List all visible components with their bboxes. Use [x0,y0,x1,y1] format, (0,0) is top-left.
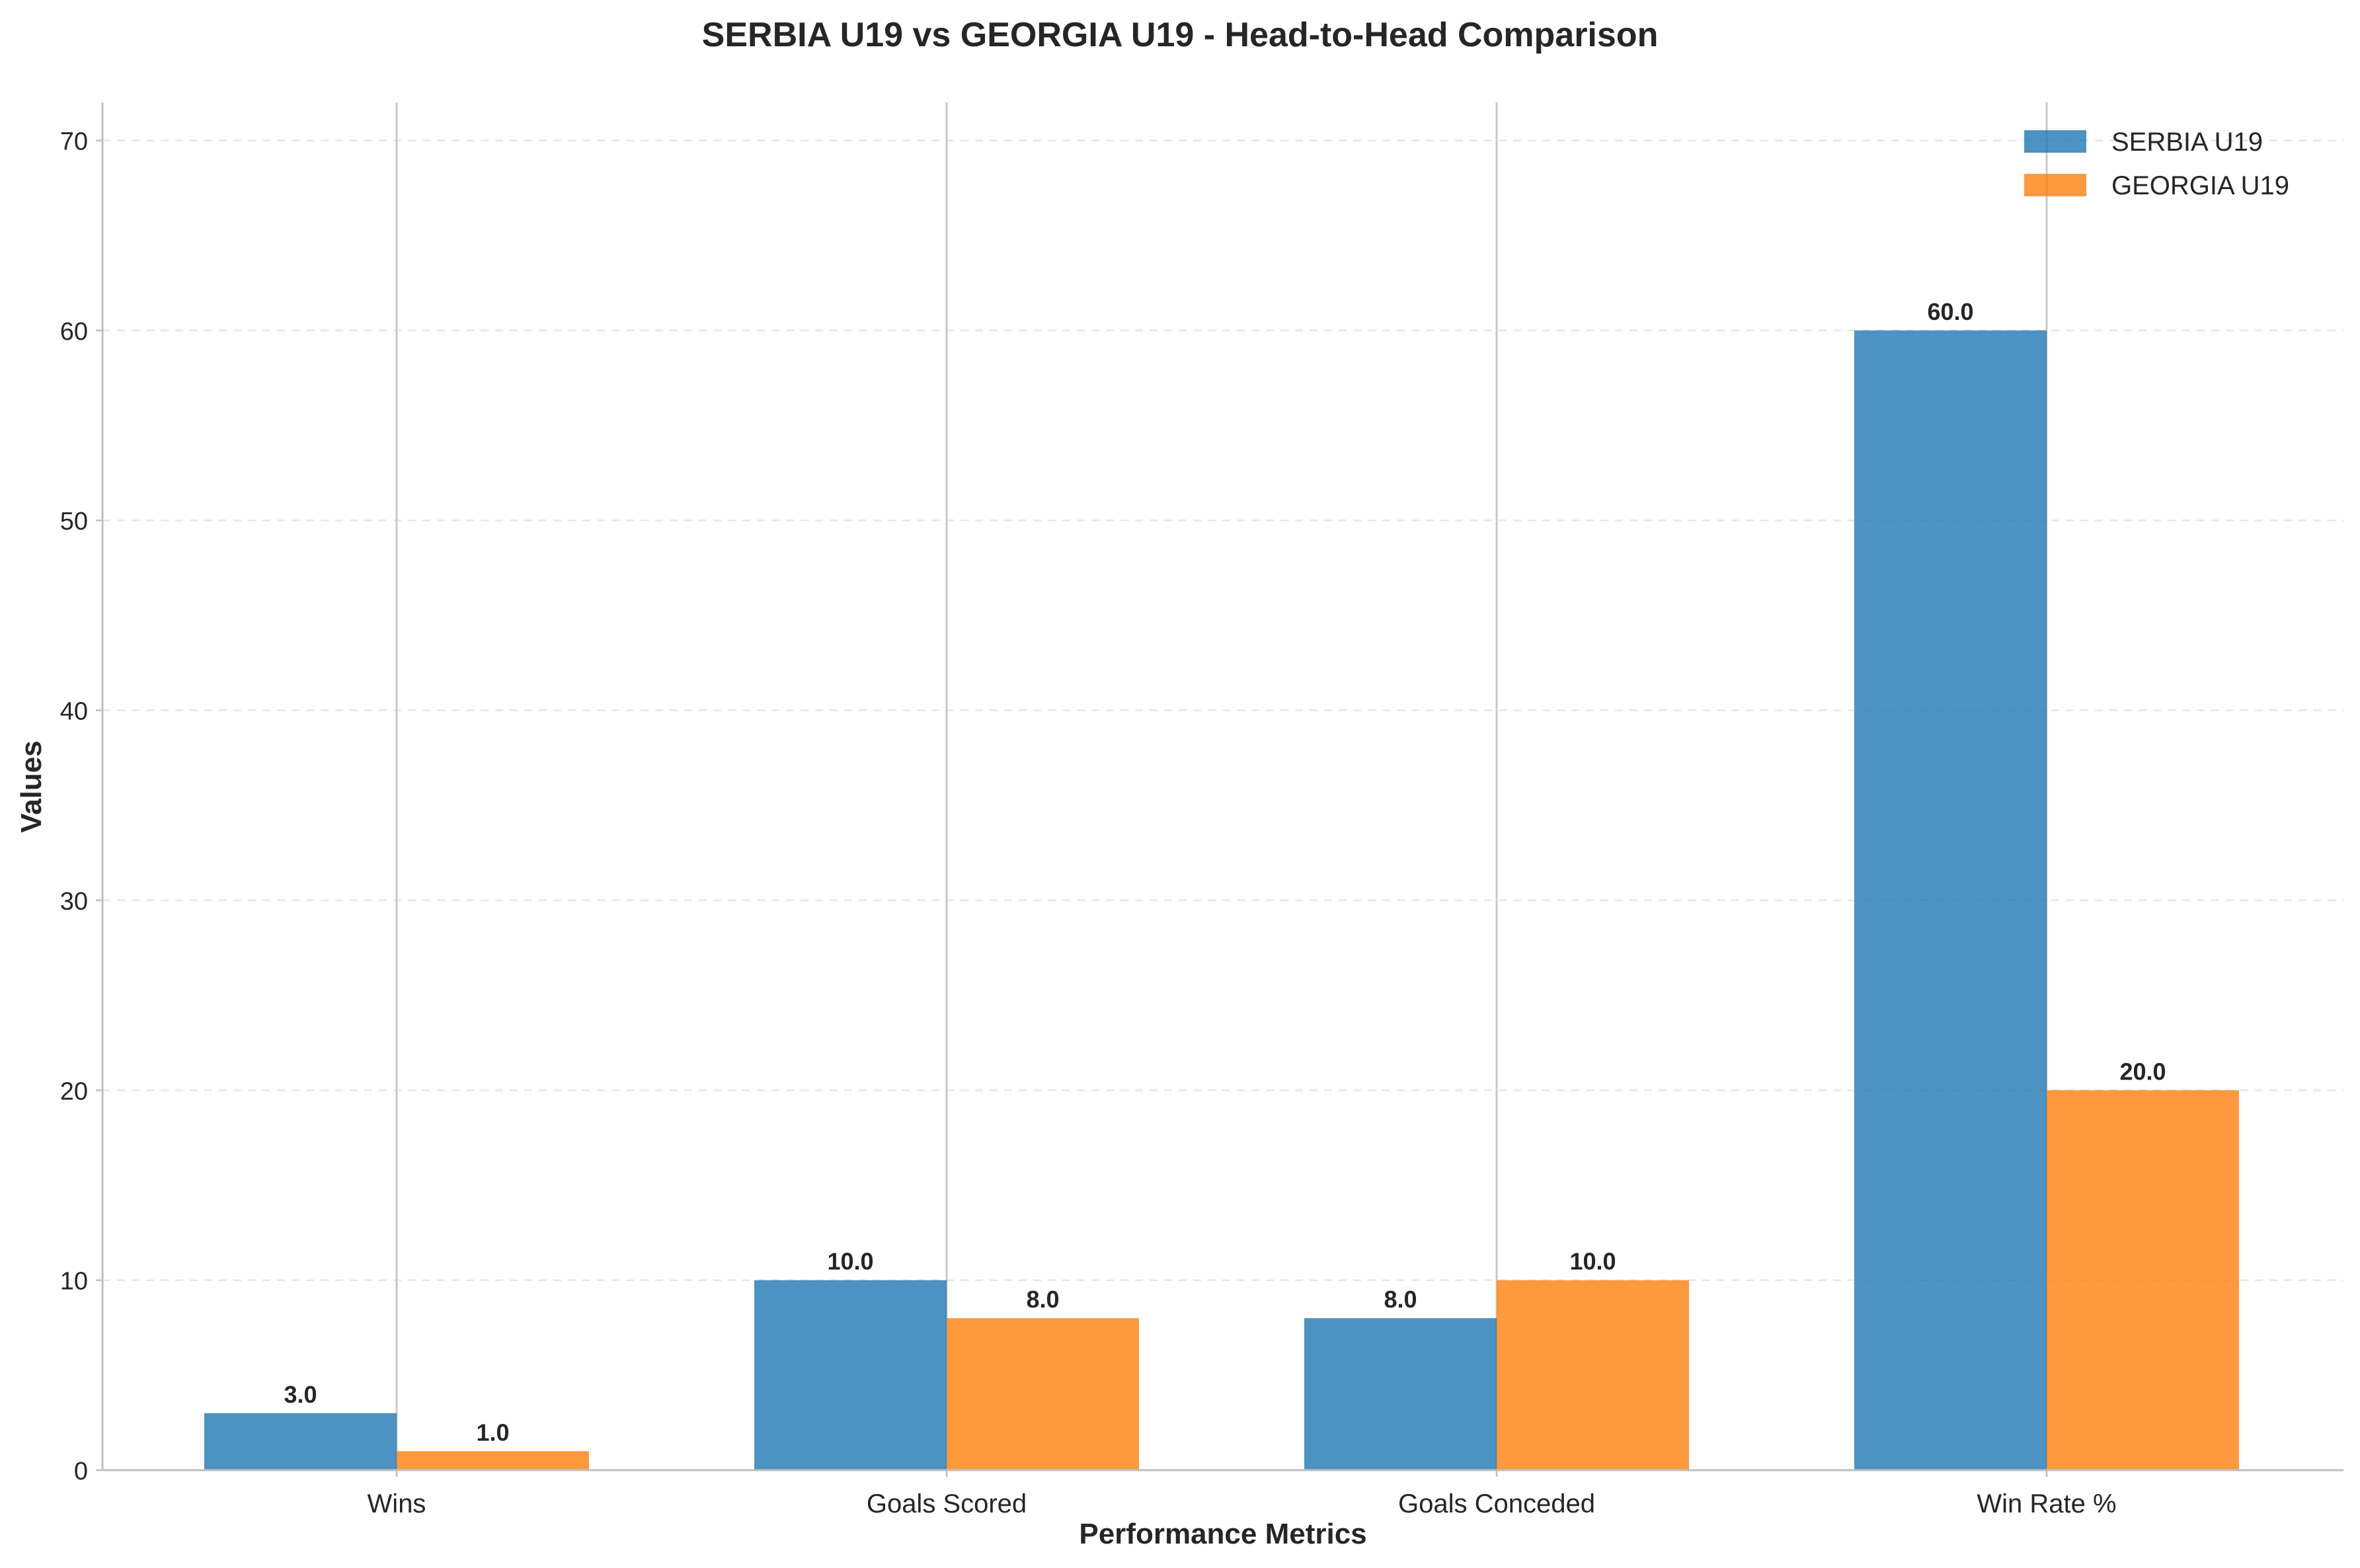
bar-georgia [947,1318,1139,1470]
bar-value-label: 20.0 [2119,1058,2166,1085]
x-tick-label: Goals Scored [867,1489,1027,1518]
bar-value-label: 3.0 [284,1381,317,1408]
y-tick-label: 70 [60,128,88,155]
x-tick-labels: Wins Goals Scored Goals Conceded Win Rate % [368,1470,2117,1518]
bar-value-label: 8.0 [1026,1286,1059,1313]
y-tick-label: 20 [60,1078,88,1105]
bar-georgia [1497,1280,1689,1470]
value-labels: 3.0 10.0 8.0 60.0 1.0 8.0 10.0 20.0 [284,298,2166,1446]
y-tick-label: 30 [60,888,88,916]
y-tick-label: 60 [60,318,88,346]
y-tick-label: 10 [60,1268,88,1296]
bar-value-label: 60.0 [1927,298,1973,325]
legend-label: SERBIA U19 [2111,128,2263,157]
y-axis-label: Values [15,740,48,832]
bar-serbia [1854,330,2047,1470]
x-tick-label: Wins [368,1489,426,1518]
y-tick-label: 40 [60,698,88,726]
bar-value-label: 10.0 [1569,1248,1616,1275]
bar-serbia [204,1413,397,1470]
x-axis-label: Performance Metrics [1079,1518,1366,1550]
y-tick-label: 0 [74,1458,88,1485]
bar-serbia [754,1280,947,1470]
legend-label: GEORGIA U19 [2111,171,2289,200]
bar-georgia [397,1451,589,1470]
bar-value-label: 8.0 [1384,1286,1417,1313]
legend-swatch [2024,130,2086,153]
bar-serbia [1304,1318,1497,1470]
y-tick-labels: 0 10 20 30 40 50 60 70 [60,128,102,1485]
chart-title: SERBIA U19 vs GEORGIA U19 - Head-to-Head… [702,16,1659,54]
bar-georgia [2047,1090,2239,1470]
bar-value-label: 10.0 [827,1248,873,1275]
legend: SERBIA U19 GEORGIA U19 [2024,128,2289,200]
x-tick-label: Goals Conceded [1398,1489,1595,1518]
bar-value-label: 1.0 [476,1419,509,1446]
y-tick-label: 50 [60,508,88,535]
legend-swatch [2024,174,2086,196]
bars [204,330,2239,1470]
x-tick-label: Win Rate % [1977,1489,2116,1518]
